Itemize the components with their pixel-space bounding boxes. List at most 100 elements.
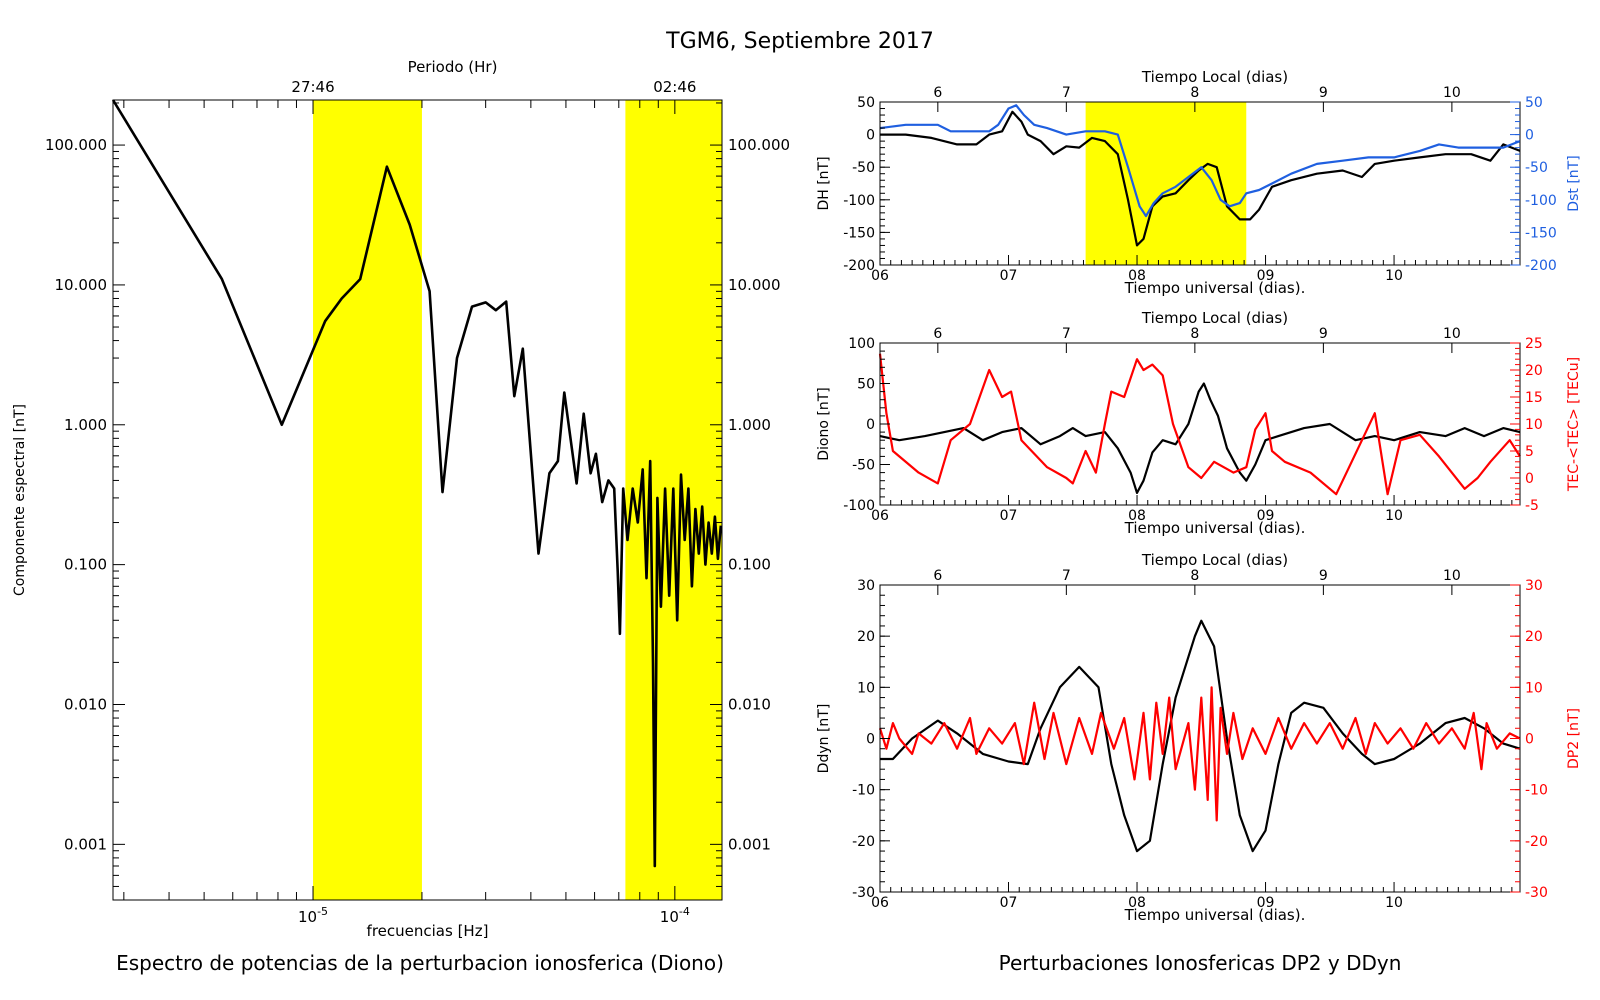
- series-line: [880, 110, 1521, 247]
- y-right-tick-label: 10: [1525, 417, 1543, 433]
- top-tick-label: 8: [1190, 326, 1199, 342]
- y-right-tick-label: 0.001: [728, 835, 771, 853]
- y-tick-label: -100: [843, 193, 875, 209]
- x-tick-label: 08: [1128, 895, 1146, 911]
- x-tick-label: 08: [1128, 508, 1146, 524]
- y-right-tick-label: 0: [1525, 128, 1534, 144]
- y-tick-label: -50: [852, 458, 875, 474]
- top-tick-label: 9: [1319, 326, 1328, 342]
- y-right-tick-label: 0.100: [728, 556, 771, 574]
- y-tick-label: 10: [857, 680, 875, 696]
- top-tick-label: 7: [1062, 85, 1071, 101]
- y-tick-label: 0: [866, 732, 875, 748]
- y-right-tick-label: -20: [1525, 834, 1548, 850]
- y-right-axis-label: TEC-<TEC> [TECu]: [1566, 357, 1582, 492]
- y-right-tick-label: -200: [1525, 258, 1557, 274]
- top-tick-label: 7: [1062, 326, 1071, 342]
- left-caption: Espectro de potencias de la perturbacion…: [116, 951, 724, 975]
- top-tick-label: 27:46: [291, 78, 334, 96]
- y-tick-label: 30: [857, 578, 875, 594]
- x-tick-label: 06: [871, 508, 889, 524]
- highlight-band: [1085, 102, 1247, 265]
- y-right-tick-label: -30: [1525, 885, 1548, 901]
- y-right-tick-label: 25: [1525, 336, 1543, 352]
- top-tick-label: 6: [933, 85, 942, 101]
- top-tick-label: 6: [933, 326, 942, 342]
- x-tick-label: 09: [1257, 508, 1275, 524]
- y-tick-label: -50: [852, 160, 875, 176]
- ddyn-dp2-chart: 06 07 08 09 10 6 7 8 9 10 Tiempo Local (dias) Tiemp…: [816, 551, 1582, 924]
- y-right-tick-label: 1.000: [728, 416, 771, 434]
- series-line: [878, 353, 1521, 496]
- series-line: [879, 104, 1521, 218]
- y-tick-label: -150: [843, 225, 875, 241]
- top-tick-label: 6: [933, 568, 942, 584]
- figure-title: TGM6, Septiembre 2017: [665, 29, 934, 54]
- y-tick-label: 0.100: [64, 556, 107, 574]
- y-right-tick-label: 20: [1525, 363, 1543, 379]
- y-tick-label: 10.000: [55, 276, 108, 294]
- plot-frame: [879, 101, 1521, 266]
- x-tick-label: 08: [1128, 268, 1146, 284]
- y-tick-label: -100: [843, 498, 875, 514]
- plot-frame: [879, 584, 1521, 893]
- y-tick-label: 0: [866, 128, 875, 144]
- y-tick-label: 100.000: [45, 136, 107, 154]
- y-right-axis-label: DP2 [nT]: [1566, 708, 1582, 769]
- x-tick-label: 09: [1257, 895, 1275, 911]
- y-right-tick-label: -50: [1525, 160, 1548, 176]
- y-tick-label: -10: [852, 783, 875, 799]
- y-right-tick-label: 10.000: [728, 276, 781, 294]
- x-tick-label: 06: [871, 895, 889, 911]
- y-right-tick-label: -10: [1525, 783, 1548, 799]
- y-right-tick-label: 50: [1525, 95, 1543, 111]
- x-tick-label: 07: [1000, 508, 1018, 524]
- spectrum-line: [111, 99, 723, 868]
- right-caption: Perturbaciones Ionosfericas DP2 y DDyn: [999, 951, 1402, 975]
- series-line: [878, 686, 1521, 822]
- y-right-tick-label: 15: [1525, 390, 1543, 406]
- y-axis-label: Diono [nT]: [816, 387, 832, 460]
- top-axis-label: Tiempo Local (dias): [1141, 68, 1288, 86]
- y-right-tick-label: 100.000: [728, 136, 790, 154]
- y-right-tick-label: 10: [1525, 680, 1543, 696]
- y-axis-label: Componente espectral [nT]: [12, 404, 28, 596]
- y-right-tick-label: -5: [1525, 498, 1539, 514]
- diono-tec-chart: 06 07 08 09 10 6 7 8 9 10 Tiempo Local (dias) Tiemp…: [816, 309, 1582, 537]
- top-tick-label: 10: [1443, 85, 1461, 101]
- plot-frame: [112, 99, 723, 901]
- top-tick-label: 9: [1319, 568, 1328, 584]
- top-tick-label: 02:46: [653, 78, 696, 96]
- x-tick-label: 10-5: [298, 905, 328, 926]
- y-axis-label: Ddyn [nT]: [816, 704, 832, 774]
- y-tick-label: 1.000: [64, 416, 107, 434]
- y-right-axis-label: Dst [nT]: [1566, 155, 1582, 211]
- x-axis-label: Tiempo universal (dias).: [1124, 906, 1306, 924]
- x-tick-label: 06: [871, 268, 889, 284]
- y-tick-label: 20: [857, 629, 875, 645]
- y-tick-label: 0.010: [64, 695, 107, 713]
- top-tick-label: 8: [1190, 85, 1199, 101]
- y-tick-label: 50: [857, 377, 875, 393]
- x-tick-label: 10: [1385, 895, 1403, 911]
- y-tick-label: 0.001: [64, 835, 107, 853]
- y-right-tick-label: 5: [1525, 444, 1534, 460]
- y-right-tick-label: -150: [1525, 225, 1557, 241]
- x-tick-label: 10: [1385, 508, 1403, 524]
- x-axis-label: frecuencias [Hz]: [367, 922, 489, 940]
- y-right-tick-label: -100: [1525, 193, 1557, 209]
- dh-dst-chart: 06 07 08 09 10 6 7 8 9 10 Tiempo Local (dias) Tiemp…: [816, 68, 1582, 297]
- top-tick-label: 9: [1319, 85, 1328, 101]
- x-tick-label: 10-4: [660, 905, 690, 926]
- y-tick-label: -30: [852, 885, 875, 901]
- spectrum-chart: 0.001 0.001 0.010 0.010 0.100 0.100 1.000 1.000…: [12, 58, 790, 940]
- top-axis-label: Periodo (Hr): [408, 58, 498, 76]
- x-tick-label: 07: [1000, 895, 1018, 911]
- x-tick-label: 10: [1385, 268, 1403, 284]
- top-tick-label: 7: [1062, 568, 1071, 584]
- x-axis-label: Tiempo universal (dias).: [1124, 279, 1306, 297]
- top-axis-label: Tiempo Local (dias): [1141, 551, 1288, 569]
- plot-frame: [879, 342, 1521, 506]
- top-tick-label: 8: [1190, 568, 1199, 584]
